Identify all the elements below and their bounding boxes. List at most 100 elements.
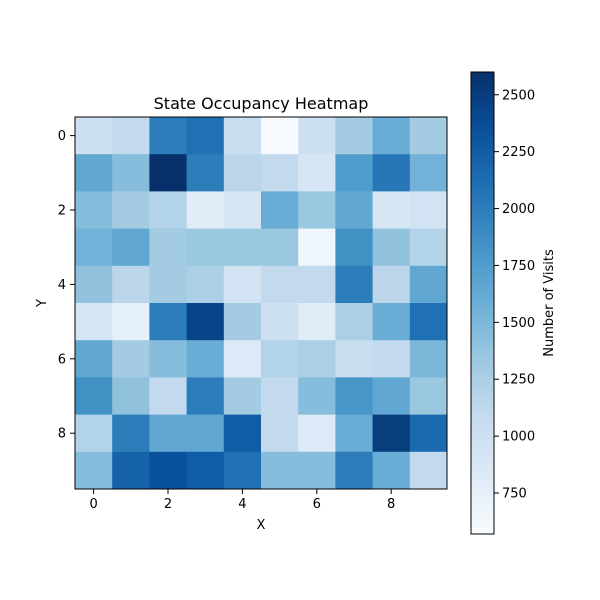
- heatmap-cell-r7-c2: [149, 377, 188, 416]
- heatmap-cell-r7-c8: [372, 377, 411, 416]
- colorbar-tick-label: 1750: [502, 259, 535, 274]
- y-tick-label: 8: [58, 427, 66, 442]
- heatmap-cell-r0-c9: [409, 117, 448, 155]
- heatmap-cell-r9-c0: [75, 451, 113, 490]
- colorbar-tick-label: 1500: [502, 316, 535, 331]
- heatmap-cell-r4-c4: [223, 265, 262, 304]
- y-axis-ticks: 0 2 4 6 8: [58, 129, 75, 442]
- colorbar: [470, 71, 495, 535]
- heatmap-cell-r9-c1: [112, 451, 150, 490]
- heatmap-cell-r0-c3: [186, 117, 225, 155]
- colorbar-tick-label: 2500: [502, 88, 535, 103]
- heatmap-cell-r3-c5: [261, 228, 299, 267]
- heatmap-cells: [75, 117, 448, 490]
- x-tick-label: 6: [313, 497, 321, 512]
- heatmap-cell-r5-c6: [298, 303, 336, 341]
- heatmap-cell-r9-c7: [335, 451, 374, 490]
- heatmap-cell-r8-c4: [223, 414, 262, 453]
- heatmap-cell-r8-c8: [372, 414, 411, 453]
- y-tick-label: 0: [58, 129, 66, 144]
- heatmap-cell-r1-c7: [335, 154, 374, 192]
- y-tick-label: 4: [58, 278, 66, 293]
- heatmap-cell-r9-c4: [223, 451, 262, 490]
- heatmap-cell-r8-c9: [409, 414, 448, 453]
- heatmap-cell-r6-c7: [335, 340, 374, 378]
- heatmap-cell-r3-c9: [409, 228, 448, 267]
- heatmap-cell-r4-c8: [372, 265, 411, 304]
- heatmap-cell-r2-c1: [112, 191, 150, 230]
- heatmap-cell-r2-c2: [149, 191, 188, 230]
- heatmap-cell-r4-c5: [261, 265, 299, 304]
- heatmap-cell-r8-c7: [335, 414, 374, 453]
- colorbar-ticks: 750 1000 1250 1500 1750 2000 2250 2500: [494, 88, 535, 502]
- heatmap-cell-r4-c3: [186, 265, 225, 304]
- heatmap-cell-r7-c7: [335, 377, 374, 416]
- heatmap-cell-r6-c9: [409, 340, 448, 378]
- heatmap-cell-r6-c1: [112, 340, 150, 378]
- heatmap-cell-r4-c7: [335, 265, 374, 304]
- heatmap-cell-r0-c4: [223, 117, 262, 155]
- heatmap-cell-r3-c4: [223, 228, 262, 267]
- heatmap-cell-r1-c4: [223, 154, 262, 192]
- heatmap-cell-r0-c1: [112, 117, 150, 155]
- heatmap-cell-r0-c6: [298, 117, 336, 155]
- y-axis-title: Y: [35, 299, 50, 308]
- heatmap-cell-r7-c5: [261, 377, 299, 416]
- heatmap-cell-r5-c3: [186, 303, 225, 341]
- heatmap-cell-r5-c2: [149, 303, 188, 341]
- heatmap-cell-r2-c7: [335, 191, 374, 230]
- heatmap-cell-r8-c5: [261, 414, 299, 453]
- chart-title: State Occupancy Heatmap: [154, 94, 369, 113]
- heatmap-cell-r4-c6: [298, 265, 336, 304]
- heatmap-cell-r3-c2: [149, 228, 188, 267]
- heatmap-cell-r3-c8: [372, 228, 411, 267]
- heatmap-cell-r5-c9: [409, 303, 448, 341]
- heatmap-cell-r6-c6: [298, 340, 336, 378]
- heatmap-cell-r0-c5: [261, 117, 299, 155]
- x-axis-ticks: 0 2 4 6 8: [89, 489, 395, 512]
- plot-frame: [74, 116, 448, 490]
- colorbar-tick-label: 1250: [502, 373, 535, 388]
- colorbar-tick-label: 2000: [502, 202, 535, 217]
- heatmap-cell-r5-c4: [223, 303, 262, 341]
- heatmap-cell-r5-c1: [112, 303, 150, 341]
- heatmap-cell-r1-c5: [261, 154, 299, 192]
- heatmap-cell-r2-c4: [223, 191, 262, 230]
- heatmap-cell-r6-c3: [186, 340, 225, 378]
- heatmap-cell-r1-c9: [409, 154, 448, 192]
- heatmap-cell-r4-c2: [149, 265, 188, 304]
- heatmap-cell-r7-c6: [298, 377, 336, 416]
- heatmap-cell-r8-c6: [298, 414, 336, 453]
- heatmap-cell-r4-c9: [409, 265, 448, 304]
- heatmap-cell-r7-c9: [409, 377, 448, 416]
- x-tick-label: 4: [238, 497, 246, 512]
- y-tick-label: 6: [58, 352, 66, 367]
- heatmap-cell-r9-c2: [149, 451, 188, 490]
- heatmap-cell-r6-c8: [372, 340, 411, 378]
- heatmap-cell-r2-c0: [75, 191, 113, 230]
- x-tick-label: 0: [89, 497, 97, 512]
- heatmap-cell-r2-c9: [409, 191, 448, 230]
- heatmap-cell-r7-c4: [223, 377, 262, 416]
- colorbar-label: Number of Visits: [542, 249, 557, 357]
- heatmap-cell-r1-c8: [372, 154, 411, 192]
- heatmap-cell-r9-c6: [298, 451, 336, 490]
- heatmap-cell-r1-c1: [112, 154, 150, 192]
- heatmap-cell-r1-c2: [149, 154, 188, 192]
- heatmap-cell-r6-c2: [149, 340, 188, 378]
- heatmap-cell-r9-c5: [261, 451, 299, 490]
- heatmap-cell-r5-c5: [261, 303, 299, 341]
- heatmap-cell-r9-c9: [409, 451, 448, 490]
- heatmap-cell-r5-c7: [335, 303, 374, 341]
- heatmap-cell-r8-c1: [112, 414, 150, 453]
- heatmap-cell-r2-c6: [298, 191, 336, 230]
- heatmap-cell-r0-c7: [335, 117, 374, 155]
- heatmap-cell-r1-c0: [75, 154, 113, 192]
- heatmap-cell-r1-c3: [186, 154, 225, 192]
- heatmap-cell-r0-c8: [372, 117, 411, 155]
- heatmap-cell-r2-c5: [261, 191, 299, 230]
- heatmap-cell-r0-c2: [149, 117, 188, 155]
- heatmap-cell-r7-c3: [186, 377, 225, 416]
